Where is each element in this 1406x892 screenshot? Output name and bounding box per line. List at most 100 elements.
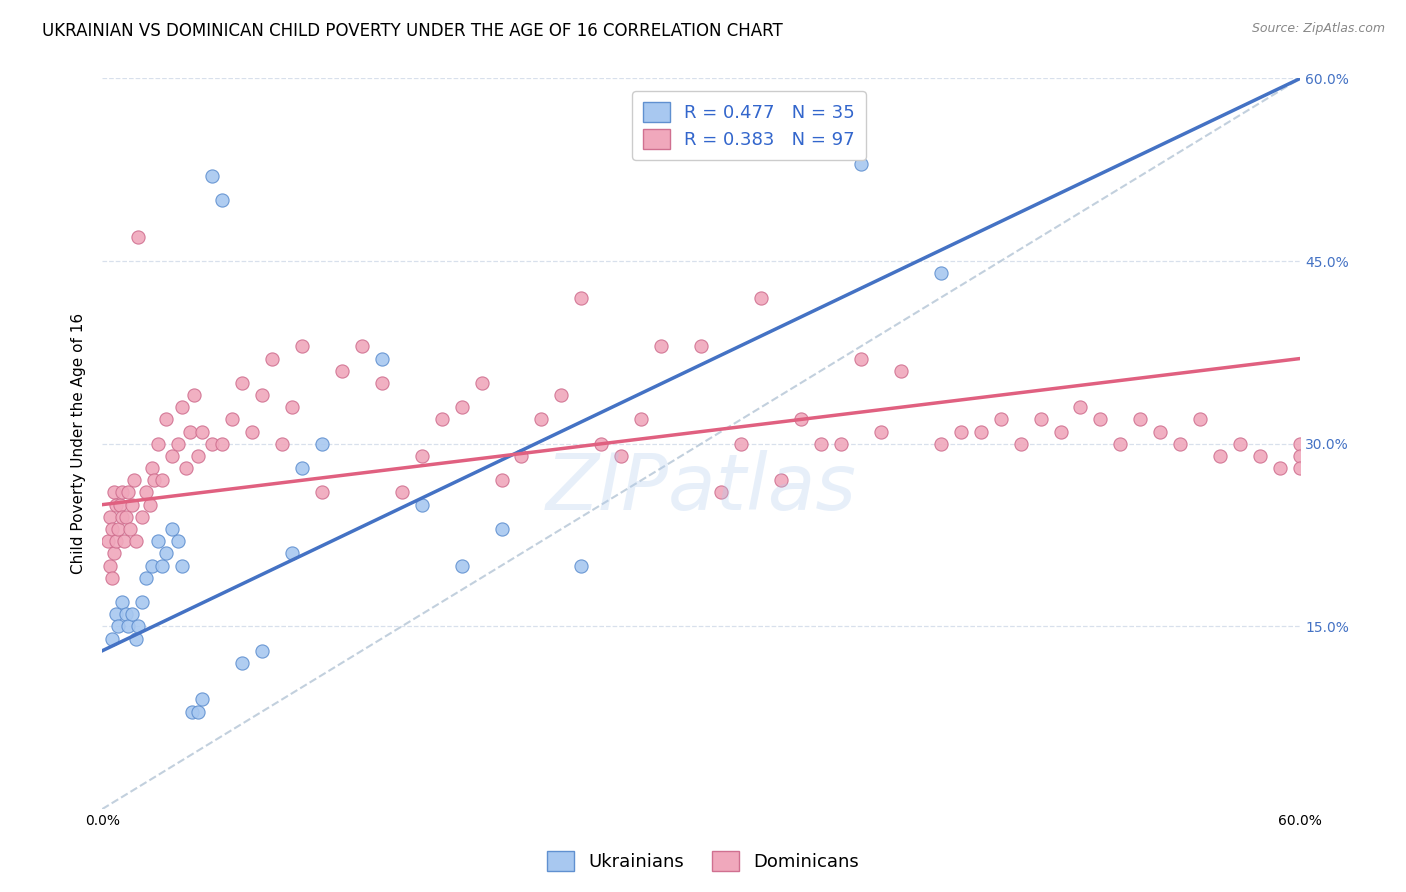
Point — [491, 473, 513, 487]
Point — [181, 705, 204, 719]
Point — [108, 498, 131, 512]
Point — [1268, 461, 1291, 475]
Point — [117, 619, 139, 633]
Text: Source: ZipAtlas.com: Source: ZipAtlas.com — [1251, 22, 1385, 36]
Point — [1149, 425, 1171, 439]
Point — [160, 449, 183, 463]
Point — [869, 425, 891, 439]
Point — [107, 619, 129, 633]
Point — [167, 534, 190, 549]
Point — [969, 425, 991, 439]
Point — [125, 534, 148, 549]
Point — [430, 412, 453, 426]
Point — [470, 376, 492, 390]
Point — [115, 607, 138, 622]
Point — [1168, 437, 1191, 451]
Point — [131, 595, 153, 609]
Point — [790, 412, 813, 426]
Point — [170, 401, 193, 415]
Point — [97, 534, 120, 549]
Point — [330, 364, 353, 378]
Point — [139, 498, 162, 512]
Point — [112, 534, 135, 549]
Point — [111, 509, 134, 524]
Point — [105, 607, 128, 622]
Point — [117, 485, 139, 500]
Point — [370, 376, 392, 390]
Point — [120, 522, 142, 536]
Point — [630, 412, 652, 426]
Point — [769, 473, 792, 487]
Point — [187, 449, 209, 463]
Point — [1109, 437, 1132, 451]
Point — [143, 473, 166, 487]
Point — [1289, 437, 1312, 451]
Point — [650, 339, 672, 353]
Point — [111, 595, 134, 609]
Point — [690, 339, 713, 353]
Point — [211, 193, 233, 207]
Point — [122, 473, 145, 487]
Point — [1029, 412, 1052, 426]
Point — [127, 229, 149, 244]
Point — [1289, 449, 1312, 463]
Point — [183, 388, 205, 402]
Point — [111, 485, 134, 500]
Point — [103, 485, 125, 500]
Point — [191, 692, 214, 706]
Point — [115, 509, 138, 524]
Point — [125, 632, 148, 646]
Point — [107, 522, 129, 536]
Point — [370, 351, 392, 366]
Point — [146, 534, 169, 549]
Point — [929, 266, 952, 280]
Point — [105, 498, 128, 512]
Point — [1129, 412, 1152, 426]
Point — [260, 351, 283, 366]
Legend: Ukrainians, Dominicans: Ukrainians, Dominicans — [540, 844, 866, 879]
Point — [135, 485, 157, 500]
Point — [105, 534, 128, 549]
Point — [174, 461, 197, 475]
Point — [1189, 412, 1212, 426]
Point — [749, 291, 772, 305]
Point — [155, 546, 177, 560]
Point — [1090, 412, 1112, 426]
Point — [201, 169, 224, 183]
Point — [131, 509, 153, 524]
Point — [450, 558, 472, 573]
Point — [187, 705, 209, 719]
Point — [103, 546, 125, 560]
Point — [121, 607, 143, 622]
Point — [191, 425, 214, 439]
Point — [929, 437, 952, 451]
Point — [150, 558, 173, 573]
Point — [730, 437, 752, 451]
Point — [291, 461, 314, 475]
Point — [311, 485, 333, 500]
Point — [350, 339, 373, 353]
Point — [569, 291, 592, 305]
Point — [1229, 437, 1251, 451]
Point — [849, 157, 872, 171]
Point — [849, 351, 872, 366]
Point — [491, 522, 513, 536]
Point — [990, 412, 1012, 426]
Point — [550, 388, 572, 402]
Point — [591, 437, 613, 451]
Point — [411, 498, 433, 512]
Point — [281, 401, 304, 415]
Point — [291, 339, 314, 353]
Point — [231, 376, 253, 390]
Point — [146, 437, 169, 451]
Point — [890, 364, 912, 378]
Point — [1289, 461, 1312, 475]
Point — [240, 425, 263, 439]
Point — [170, 558, 193, 573]
Point — [141, 558, 163, 573]
Point — [250, 644, 273, 658]
Point — [121, 498, 143, 512]
Point — [391, 485, 413, 500]
Point — [101, 522, 124, 536]
Point — [510, 449, 533, 463]
